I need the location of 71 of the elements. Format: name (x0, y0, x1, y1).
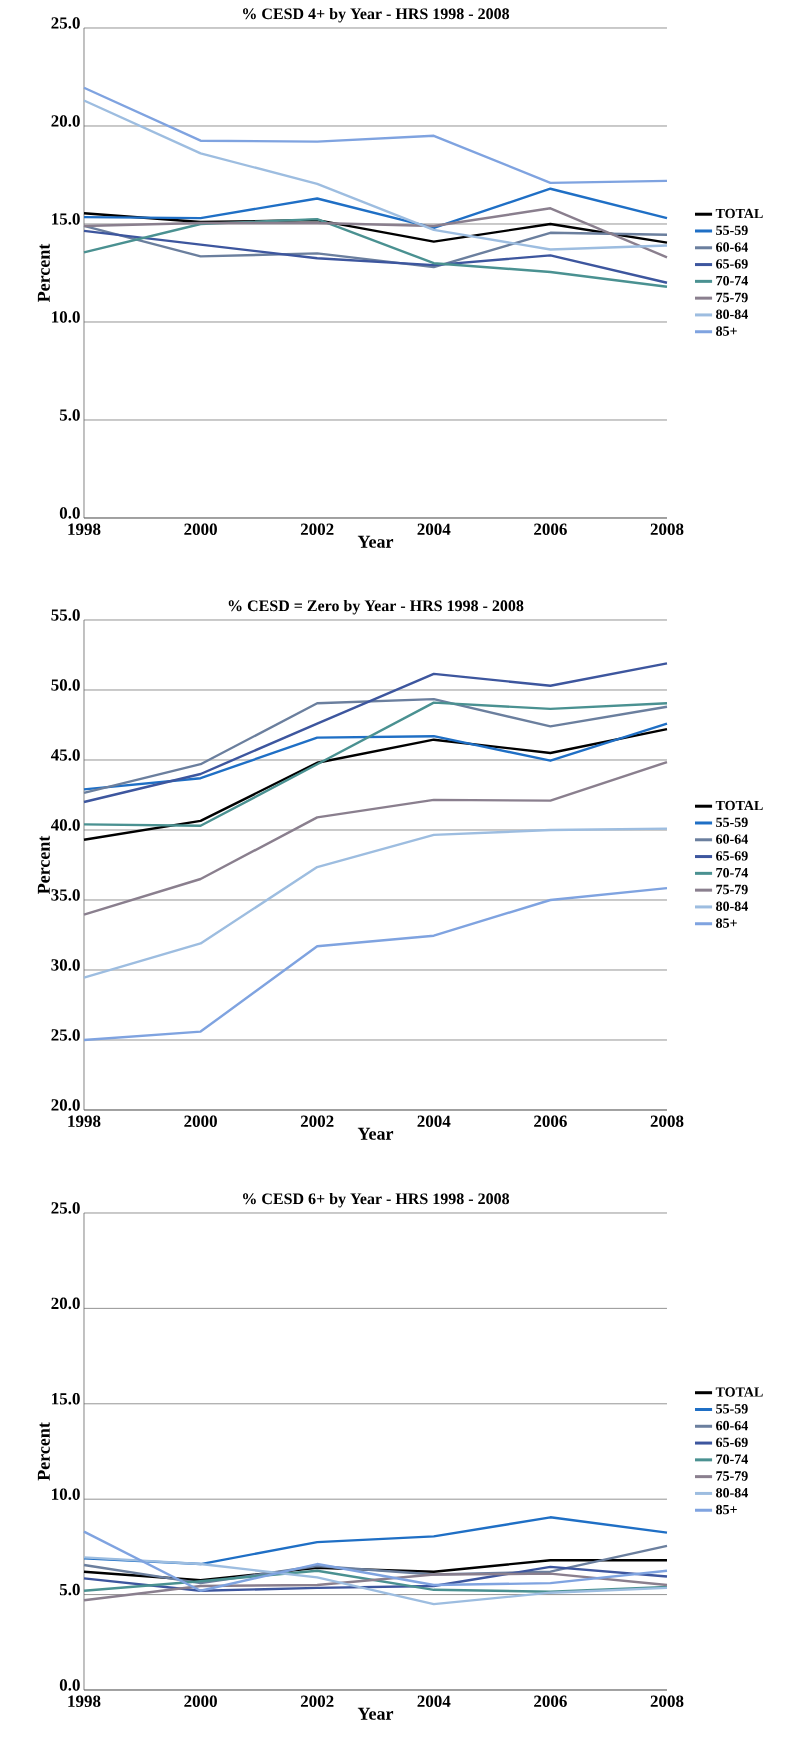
x-tick-label: 2000 (184, 1115, 217, 1127)
legend-label: 75-79 (716, 292, 748, 303)
legend-label: 70-74 (716, 275, 748, 286)
y-tick-label: 45.0 (50, 749, 80, 761)
legend-label: 65-69 (716, 851, 748, 861)
x-tick-label: 2008 (650, 1695, 684, 1707)
x-tick-label: 2002 (300, 523, 334, 535)
y-tick-label: 20.0 (51, 1099, 80, 1111)
y-tick-label: 5.0 (59, 409, 80, 421)
x-tick-label: 2000 (184, 523, 217, 535)
x-tick-label: 2004 (417, 523, 451, 535)
legend-label: TOTAL (715, 800, 763, 811)
legend-label: 80-84 (716, 1488, 748, 1498)
x-tick-label: 2006 (534, 1115, 567, 1127)
x-axis-title: Year (357, 535, 394, 548)
y-tick-label: 15.0 (52, 1393, 80, 1405)
legend-label: 70-74 (716, 867, 748, 878)
legend-label: 65-69 (716, 1437, 748, 1448)
y-tick-label: 55.0 (51, 609, 80, 621)
legend-label: 60-64 (716, 1420, 748, 1431)
x-tick-label: 2000 (184, 1695, 217, 1707)
legend-label: 55-59 (716, 1404, 748, 1414)
y-tick-label: 5.0 (59, 1583, 80, 1596)
x-tick-label: 1998 (68, 523, 101, 535)
y-tick-label: 20.0 (51, 115, 80, 127)
y-tick-label: 20.0 (51, 1297, 80, 1310)
y-tick-label: 0.0 (59, 1679, 80, 1691)
x-tick-label: 1998 (68, 1115, 101, 1127)
y-axis-title: Percent (37, 1422, 50, 1481)
chart-title: % CESD 4+ by Year - HRS 1998 - 2008 (243, 7, 510, 23)
legend-label: TOTAL (715, 208, 763, 219)
chart-title: % CESD = Zero by Year - HRS 1998 - 2008 (228, 599, 524, 615)
x-axis-title: Year (357, 1707, 394, 1720)
legend-label: 85+ (716, 326, 737, 336)
x-tick-label: 2008 (650, 523, 684, 535)
legend-label: 85+ (716, 1504, 737, 1515)
y-tick-label: 30.0 (51, 959, 80, 971)
legend-label: 60-64 (716, 834, 748, 844)
y-tick-label: 0.0 (59, 507, 80, 519)
legend-label: 80-84 (716, 901, 748, 911)
y-tick-label: 35.0 (51, 889, 80, 901)
y-axis-title: Percent (37, 243, 50, 302)
legend-label: 55-59 (716, 225, 748, 236)
y-tick-label: 25.0 (51, 17, 80, 29)
legend-label: TOTAL (715, 1387, 763, 1397)
legend-label: 85+ (716, 918, 737, 928)
x-axis-title: Year (357, 1127, 394, 1140)
x-tick-label: 1998 (68, 1695, 101, 1707)
y-tick-label: 10.0 (52, 311, 80, 323)
y-tick-label: 10.0 (52, 1488, 80, 1500)
x-tick-label: 2004 (417, 1695, 451, 1707)
x-tick-label: 2008 (650, 1115, 684, 1127)
y-tick-label: 15.0 (52, 213, 80, 225)
x-tick-label: 2006 (534, 523, 567, 535)
legend-label: 75-79 (716, 884, 748, 895)
x-tick-label: 2004 (417, 1115, 451, 1127)
legend-label: 75-79 (716, 1471, 748, 1481)
y-tick-label: 50.0 (51, 679, 80, 691)
legend-label: 70-74 (716, 1454, 748, 1464)
x-tick-label: 2006 (534, 1695, 567, 1707)
legend-label: 80-84 (716, 309, 748, 319)
y-axis-title: Percent (37, 835, 50, 894)
y-tick-label: 40.0 (50, 819, 80, 831)
x-tick-label: 2002 (300, 1695, 334, 1707)
y-tick-label: 25.0 (51, 1029, 80, 1041)
y-tick-label: 25.0 (51, 1202, 80, 1214)
legend-label: 65-69 (716, 259, 748, 269)
legend-label: 55-59 (716, 817, 748, 828)
chart-title: % CESD 6+ by Year - HRS 1998 - 2008 (243, 1192, 510, 1208)
legend-label: 60-64 (716, 242, 748, 252)
x-tick-label: 2002 (300, 1115, 334, 1127)
